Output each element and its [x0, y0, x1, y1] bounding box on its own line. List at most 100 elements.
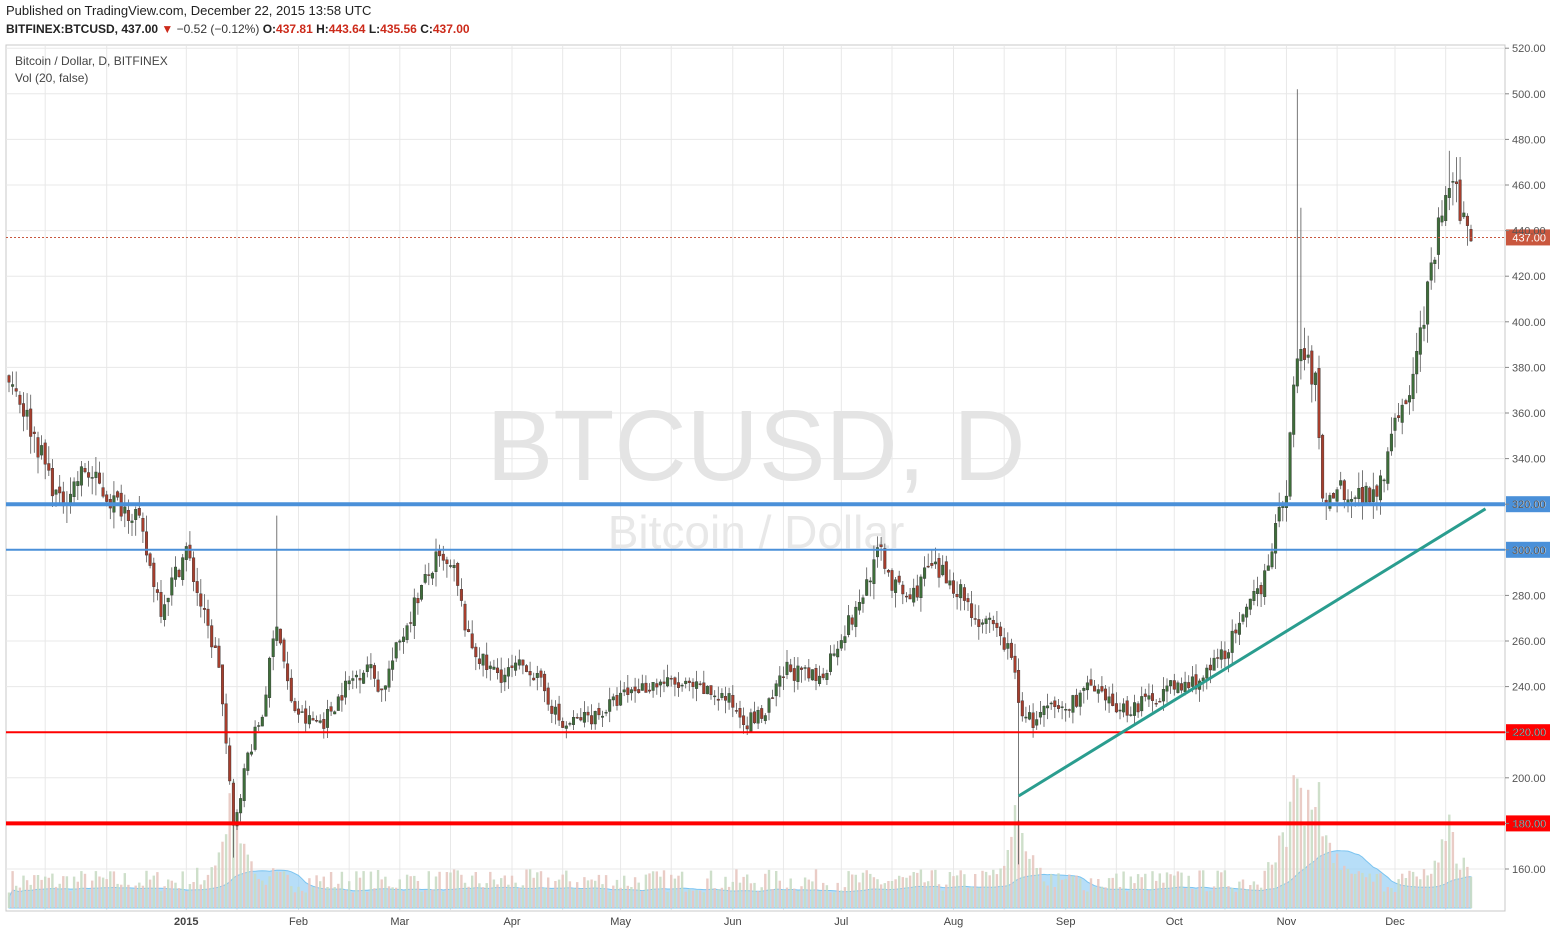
- volume-bar: [869, 873, 872, 908]
- volume-bar: [937, 884, 941, 908]
- candle-body: [662, 681, 666, 684]
- candle-body: [836, 648, 840, 658]
- symbol-name[interactable]: BITFINEX:BTCUSD,: [6, 22, 118, 36]
- candle-body: [29, 408, 33, 437]
- candle-body: [445, 559, 449, 565]
- volume-bar: [1372, 881, 1375, 908]
- volume-bar: [188, 884, 192, 908]
- candle-body: [1060, 706, 1064, 708]
- volume-bar: [141, 885, 145, 908]
- candle-body: [79, 466, 83, 486]
- candle-body: [1411, 373, 1415, 400]
- volume-bar: [579, 888, 582, 908]
- candle-body: [1140, 696, 1144, 712]
- candle-body: [293, 701, 297, 711]
- candle-body: [528, 671, 532, 676]
- candle-body: [402, 636, 406, 642]
- candle-body: [1462, 212, 1466, 218]
- candle-body: [1465, 215, 1469, 226]
- volume-bar: [1129, 876, 1132, 908]
- candle-body: [166, 597, 170, 603]
- volume-bar: [170, 880, 173, 908]
- candle-body: [159, 592, 163, 617]
- candle-body: [1270, 551, 1274, 568]
- candle-body: [539, 670, 543, 678]
- candle-body: [1002, 637, 1006, 650]
- trendline[interactable]: [1017, 507, 1487, 798]
- volume-bar: [159, 891, 163, 908]
- volume-bar: [1256, 884, 1259, 908]
- down-arrow-icon: ▼: [161, 22, 174, 36]
- candle-body: [1053, 700, 1057, 707]
- volume-bar: [539, 871, 543, 908]
- candle-body: [1006, 643, 1010, 649]
- candle-body: [173, 566, 177, 580]
- volume-bar: [192, 882, 195, 908]
- volume-bar: [1364, 877, 1368, 908]
- candle-body: [1136, 703, 1140, 713]
- candle-body: [1169, 680, 1173, 687]
- volume-bar: [1115, 873, 1118, 908]
- candle-body: [1074, 694, 1078, 707]
- volume-bar: [109, 871, 112, 908]
- volume-bar: [554, 881, 557, 908]
- trendline-group[interactable]: [1017, 507, 1487, 798]
- volume-bar: [633, 877, 637, 908]
- candle-body: [1150, 693, 1154, 701]
- volume-bar: [927, 881, 930, 908]
- volume-bar: [1165, 872, 1169, 908]
- y-tick-label: 320.00: [1512, 499, 1546, 511]
- volume-bar: [1075, 875, 1078, 908]
- candle-body: [441, 553, 445, 561]
- volume-bar: [1151, 871, 1154, 908]
- y-tick-label: 220.00: [1512, 727, 1546, 739]
- volume-bar: [1024, 851, 1028, 908]
- close-value: 437.00: [121, 22, 159, 36]
- horizontal-levels[interactable]: 320.00 300.00 220.00 180.00 437.00: [6, 229, 1550, 832]
- volume-bar: [919, 869, 923, 908]
- candle-body: [709, 685, 713, 695]
- candle-body: [18, 394, 22, 405]
- candle-body: [557, 703, 561, 721]
- candle-body: [126, 510, 130, 521]
- volume-bar: [883, 883, 886, 908]
- price-axis[interactable]: 160.00 180.00 200.00 220.00 240.00 260.00 280.…: [1505, 43, 1546, 876]
- level-badge-3: [1506, 815, 1550, 832]
- candle-body: [7, 375, 11, 383]
- volume-bar: [1031, 855, 1035, 908]
- volume-bar: [1097, 879, 1100, 908]
- volume-bar: [894, 879, 897, 908]
- volume-bar: [474, 872, 477, 908]
- time-axis[interactable]: 2015 Feb Mar Apr May Jun Jul Aug Sep Oct Nov Dec: [174, 916, 1405, 928]
- volume-bar: [568, 881, 572, 908]
- level-badge-0: [1506, 496, 1550, 513]
- volume-bar: [908, 875, 912, 908]
- volume-bar: [905, 877, 908, 908]
- volume-bar: [369, 871, 373, 908]
- candle-body: [1129, 714, 1133, 716]
- volume-bar: [44, 876, 47, 908]
- candle-body: [1085, 682, 1089, 691]
- x-tick-label: Jun: [724, 916, 742, 928]
- candle-body: [1444, 195, 1448, 222]
- candle-body: [521, 659, 525, 666]
- candle-body: [825, 673, 829, 681]
- open-value: 437.81: [276, 22, 313, 36]
- candle-body: [1353, 497, 1357, 499]
- candle-body: [756, 710, 760, 724]
- volume-bar: [333, 887, 336, 908]
- candle-body: [228, 745, 232, 782]
- volume-bar: [666, 891, 669, 908]
- volume-bar: [764, 873, 767, 908]
- candle-body: [731, 695, 735, 708]
- x-tick-label: Aug: [944, 916, 964, 928]
- candle-body: [962, 587, 966, 601]
- volume-bar: [644, 874, 648, 908]
- volume-bar: [1089, 878, 1093, 908]
- y-tick-label: 360.00: [1512, 408, 1546, 420]
- x-tick-label: Oct: [1166, 916, 1183, 928]
- volume-bar: [536, 872, 539, 908]
- volume-bar: [62, 876, 65, 908]
- volume-bar: [557, 879, 561, 908]
